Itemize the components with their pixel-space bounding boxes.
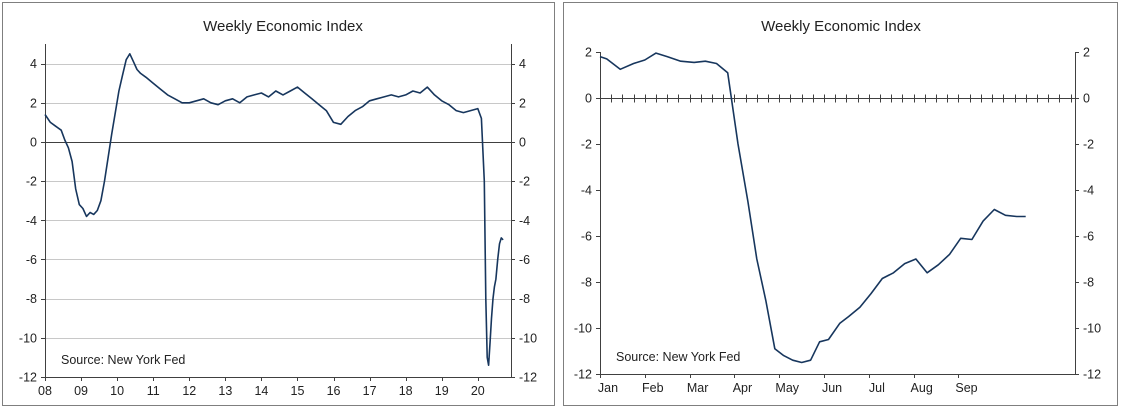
x-tick-label: 17: [363, 384, 377, 398]
x-tick-label: 19: [435, 384, 449, 398]
source-annotation: Source: New York Fed: [61, 353, 185, 367]
x-tick-label: 16: [327, 384, 341, 398]
y-tick-label-right: -6: [1083, 230, 1094, 244]
y-tick-label-right: -10: [1083, 322, 1101, 336]
y-tick-label-right: -8: [519, 292, 530, 306]
y-tick-label-left: 2: [585, 46, 592, 60]
chart-panel-left: Weekly Economic Index 4 4 2 2 0 0 -2 -2 -4 -4 -6 -6-…: [2, 2, 555, 406]
y-tick-label-right: -10: [519, 331, 537, 345]
chart-right: Weekly Economic Index 2 2 0 0 -2 -2 -4 -4 -6 -6 -8 -…: [574, 18, 1101, 395]
y-tick-label-right: 2: [1083, 46, 1090, 60]
x-tick-label: Jul: [869, 381, 885, 395]
chart-panel-right: Weekly Economic Index 2 2 0 0 -2 -2 -4 -4 -6 -6 -8 -…: [563, 2, 1118, 406]
x-tick-label: Jan: [598, 381, 618, 395]
x-tick-label: 08: [38, 384, 52, 398]
y-tick-label-right: -2: [1083, 138, 1094, 152]
x-tick-label: Feb: [642, 381, 664, 395]
y-tick-label-right: 2: [519, 96, 526, 110]
y-tick-label-left: 4: [30, 57, 37, 71]
y-tick-label-left: -12: [574, 368, 592, 382]
y-tick-label-left: -10: [574, 322, 592, 336]
source-annotation: Source: New York Fed: [616, 350, 740, 364]
y-tick-label-right: -12: [519, 371, 537, 385]
x-tick-label: 18: [399, 384, 413, 398]
y-tick-label-right: 4: [519, 57, 526, 71]
chart-title: Weekly Economic Index: [761, 18, 921, 35]
y-tick-label-left: 0: [30, 135, 37, 149]
y-tick-label-right: 0: [1083, 92, 1090, 106]
data-series-line: [599, 52, 1026, 364]
x-tick-label: 11: [147, 384, 160, 398]
y-tick-label-right: -2: [519, 175, 530, 189]
y-tick-label-right: -4: [1083, 184, 1094, 198]
y-tick-label-left: -2: [581, 138, 592, 152]
x-tick-label: 14: [254, 384, 268, 398]
y-tick-label-left: -12: [19, 371, 37, 385]
x-tick-label: Mar: [687, 381, 709, 395]
data-series-line: [44, 52, 504, 367]
y-tick-label-left: -4: [581, 184, 592, 198]
x-tick-label: 13: [218, 384, 232, 398]
x-tick-label: 12: [182, 384, 196, 398]
chart-title: Weekly Economic Index: [203, 18, 363, 35]
y-tick-label-right: -4: [519, 214, 530, 228]
x-tick-label: 09: [74, 384, 88, 398]
x-tick-label: 10: [110, 384, 124, 398]
y-tick-label-left: -2: [26, 175, 37, 189]
x-tick-label: May: [775, 381, 799, 395]
y-tick-label-right: -12: [1083, 368, 1101, 382]
y-tick-label-left: 2: [30, 96, 37, 110]
y-tick-label-left: -8: [26, 292, 37, 306]
y-tick-label-right: 0: [519, 135, 526, 149]
y-tick-label-left: -8: [581, 276, 592, 290]
y-tick-label-left: 0: [585, 92, 592, 106]
x-tick-label: 20: [471, 384, 485, 398]
y-tick-label-right: -6: [519, 253, 530, 267]
y-tick-label-left: -6: [581, 230, 592, 244]
y-tick-label-right: -8: [1083, 276, 1094, 290]
x-tick-label: Apr: [733, 381, 752, 395]
x-tick-label: 15: [291, 384, 305, 398]
x-tick-label: Jun: [822, 381, 842, 395]
y-tick-label-left: -10: [19, 331, 37, 345]
x-tick-label: Aug: [911, 381, 933, 395]
y-tick-label-left: -4: [26, 214, 37, 228]
y-tick-label-left: -6: [26, 253, 37, 267]
x-tick-label: Sep: [955, 381, 977, 395]
